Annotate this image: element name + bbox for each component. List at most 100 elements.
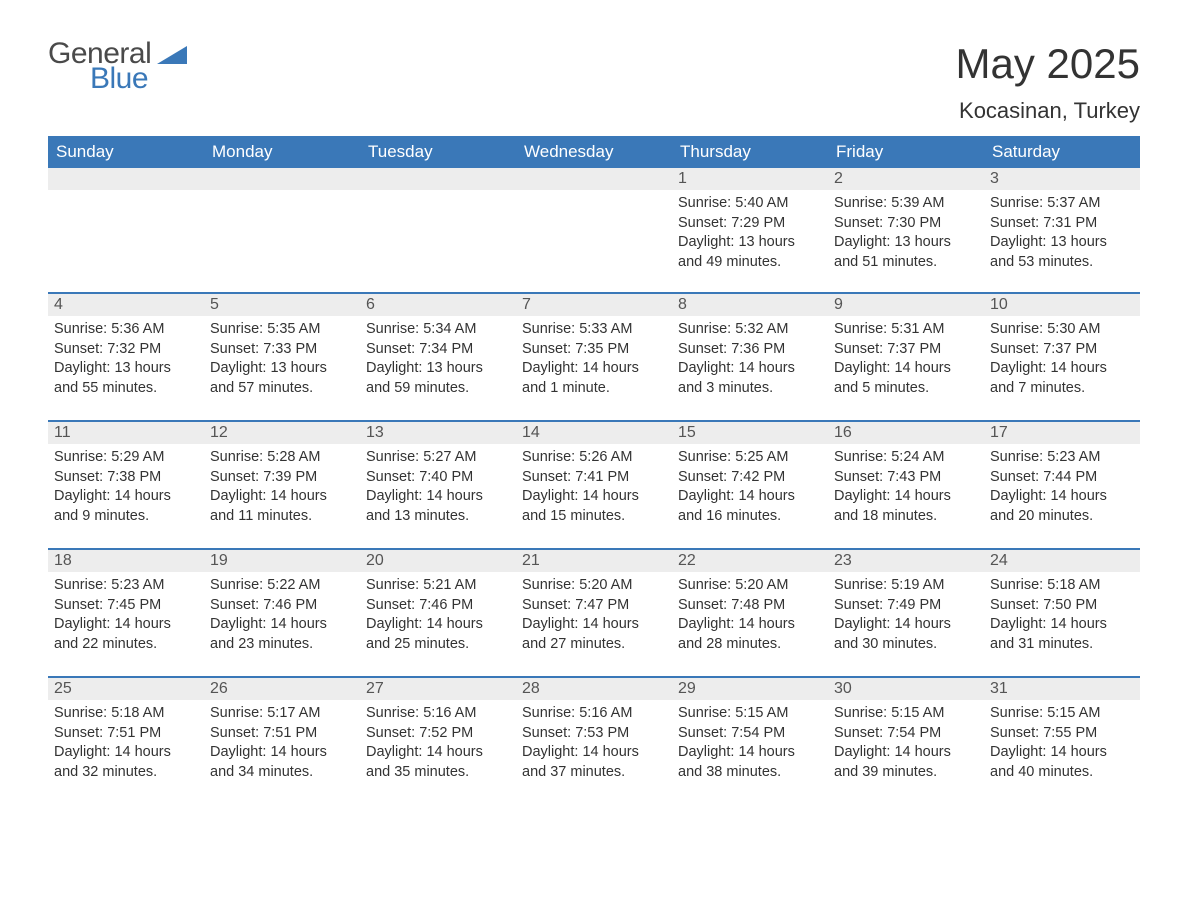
- day-number-bar: 13: [360, 420, 516, 444]
- calendar-row: 1Sunrise: 5:40 AMSunset: 7:29 PMDaylight…: [48, 168, 1140, 292]
- day-number-bar: 17: [984, 420, 1140, 444]
- day-details: Sunrise: 5:23 AMSunset: 7:45 PMDaylight:…: [48, 572, 204, 660]
- weekday-header: Tuesday: [360, 136, 516, 168]
- calendar-header-row: SundayMondayTuesdayWednesdayThursdayFrid…: [48, 136, 1140, 168]
- day-details: Sunrise: 5:30 AMSunset: 7:37 PMDaylight:…: [984, 316, 1140, 404]
- calendar-cell: 24Sunrise: 5:18 AMSunset: 7:50 PMDayligh…: [984, 548, 1140, 676]
- sunrise-line: Sunrise: 5:29 AM: [54, 448, 198, 468]
- day-details: Sunrise: 5:17 AMSunset: 7:51 PMDaylight:…: [204, 700, 360, 788]
- daylight-line: Daylight: 13 hours and 53 minutes.: [990, 233, 1134, 272]
- calendar-cell: 3Sunrise: 5:37 AMSunset: 7:31 PMDaylight…: [984, 168, 1140, 292]
- sunrise-line: Sunrise: 5:20 AM: [522, 576, 666, 596]
- daylight-line: Daylight: 13 hours and 55 minutes.: [54, 359, 198, 398]
- sunrise-line: Sunrise: 5:37 AM: [990, 194, 1134, 214]
- daylight-line: Daylight: 14 hours and 7 minutes.: [990, 359, 1134, 398]
- day-number-bar: 1: [672, 168, 828, 190]
- day-details: Sunrise: 5:40 AMSunset: 7:29 PMDaylight:…: [672, 190, 828, 278]
- daylight-line: Daylight: 14 hours and 39 minutes.: [834, 743, 978, 782]
- day-number-bar: 16: [828, 420, 984, 444]
- day-details: Sunrise: 5:35 AMSunset: 7:33 PMDaylight:…: [204, 316, 360, 404]
- calendar-cell: 15Sunrise: 5:25 AMSunset: 7:42 PMDayligh…: [672, 420, 828, 548]
- sunset-line: Sunset: 7:29 PM: [678, 214, 822, 234]
- day-details: Sunrise: 5:24 AMSunset: 7:43 PMDaylight:…: [828, 444, 984, 532]
- calendar-cell: 21Sunrise: 5:20 AMSunset: 7:47 PMDayligh…: [516, 548, 672, 676]
- sunset-line: Sunset: 7:35 PM: [522, 340, 666, 360]
- sunset-line: Sunset: 7:44 PM: [990, 468, 1134, 488]
- daylight-line: Daylight: 13 hours and 57 minutes.: [210, 359, 354, 398]
- sunset-line: Sunset: 7:37 PM: [990, 340, 1134, 360]
- sunset-line: Sunset: 7:47 PM: [522, 596, 666, 616]
- sunset-line: Sunset: 7:46 PM: [366, 596, 510, 616]
- daylight-line: Daylight: 14 hours and 18 minutes.: [834, 487, 978, 526]
- sunrise-line: Sunrise: 5:20 AM: [678, 576, 822, 596]
- day-number-bar: 29: [672, 676, 828, 700]
- day-details: Sunrise: 5:31 AMSunset: 7:37 PMDaylight:…: [828, 316, 984, 404]
- sunrise-line: Sunrise: 5:21 AM: [366, 576, 510, 596]
- calendar-cell: 11Sunrise: 5:29 AMSunset: 7:38 PMDayligh…: [48, 420, 204, 548]
- daylight-line: Daylight: 14 hours and 1 minute.: [522, 359, 666, 398]
- sunset-line: Sunset: 7:31 PM: [990, 214, 1134, 234]
- calendar-cell: 23 Sunrise: 5:19 AMSunset: 7:49 PMDayligh…: [828, 548, 984, 676]
- day-number-bar: 24: [984, 548, 1140, 572]
- calendar-cell: 18Sunrise: 5:23 AMSunset: 7:45 PMDayligh…: [48, 548, 204, 676]
- calendar-cell: 19Sunrise: 5:22 AMSunset: 7:46 PMDayligh…: [204, 548, 360, 676]
- calendar-cell: 4Sunrise: 5:36 AMSunset: 7:32 PMDaylight…: [48, 292, 204, 420]
- sunrise-line: Sunrise: 5:19 AM: [834, 576, 978, 596]
- sunrise-line: Sunrise: 5:24 AM: [834, 448, 978, 468]
- daylight-line: Daylight: 14 hours and 11 minutes.: [210, 487, 354, 526]
- sunset-line: Sunset: 7:54 PM: [834, 724, 978, 744]
- daylight-line: Daylight: 14 hours and 30 minutes.: [834, 615, 978, 654]
- weekday-header: Monday: [204, 136, 360, 168]
- sunset-line: Sunset: 7:43 PM: [834, 468, 978, 488]
- sunset-line: Sunset: 7:45 PM: [54, 596, 198, 616]
- sunrise-line: Sunrise: 5:15 AM: [678, 704, 822, 724]
- daylight-line: Daylight: 14 hours and 35 minutes.: [366, 743, 510, 782]
- sunset-line: Sunset: 7:41 PM: [522, 468, 666, 488]
- sunset-line: Sunset: 7:33 PM: [210, 340, 354, 360]
- day-number-bar: 23: [828, 548, 984, 572]
- logo-text-blue: Blue: [90, 65, 151, 94]
- weekday-header: Thursday: [672, 136, 828, 168]
- sunrise-line: Sunrise: 5:25 AM: [678, 448, 822, 468]
- calendar-cell: 2Sunrise: 5:39 AMSunset: 7:30 PMDaylight…: [828, 168, 984, 292]
- calendar-cell: 7Sunrise: 5:33 AMSunset: 7:35 PMDaylight…: [516, 292, 672, 420]
- sunset-line: Sunset: 7:53 PM: [522, 724, 666, 744]
- sunset-line: Sunset: 7:37 PM: [834, 340, 978, 360]
- calendar-cell: 17Sunrise: 5:23 AMSunset: 7:44 PMDayligh…: [984, 420, 1140, 548]
- daylight-line: Daylight: 13 hours and 49 minutes.: [678, 233, 822, 272]
- header: General Blue May 2025 Kocasinan, Turkey: [48, 40, 1140, 124]
- sunset-line: Sunset: 7:48 PM: [678, 596, 822, 616]
- sunset-line: Sunset: 7:51 PM: [54, 724, 198, 744]
- sunrise-line: Sunrise: 5:39 AM: [834, 194, 978, 214]
- day-number-bar: 22: [672, 548, 828, 572]
- calendar-cell: 10Sunrise: 5:30 AMSunset: 7:37 PMDayligh…: [984, 292, 1140, 420]
- daylight-line: Daylight: 14 hours and 20 minutes.: [990, 487, 1134, 526]
- title-block: May 2025 Kocasinan, Turkey: [956, 40, 1140, 124]
- sunset-line: Sunset: 7:49 PM: [834, 596, 978, 616]
- day-details: Sunrise: 5:23 AMSunset: 7:44 PMDaylight:…: [984, 444, 1140, 532]
- day-number-bar: 26: [204, 676, 360, 700]
- sunset-line: Sunset: 7:34 PM: [366, 340, 510, 360]
- day-details: Sunrise: 5:36 AMSunset: 7:32 PMDaylight:…: [48, 316, 204, 404]
- calendar-body: 1Sunrise: 5:40 AMSunset: 7:29 PMDaylight…: [48, 168, 1140, 804]
- sunset-line: Sunset: 7:40 PM: [366, 468, 510, 488]
- daylight-line: Daylight: 14 hours and 28 minutes.: [678, 615, 822, 654]
- day-number-bar: 12: [204, 420, 360, 444]
- sunrise-line: Sunrise: 5:34 AM: [366, 320, 510, 340]
- day-details: Sunrise: 5:15 AMSunset: 7:55 PMDaylight:…: [984, 700, 1140, 788]
- daylight-line: Daylight: 14 hours and 9 minutes.: [54, 487, 198, 526]
- calendar-cell: 9Sunrise: 5:31 AMSunset: 7:37 PMDaylight…: [828, 292, 984, 420]
- day-details: Sunrise: 5:28 AMSunset: 7:39 PMDaylight:…: [204, 444, 360, 532]
- calendar-cell: 30Sunrise: 5:15 AMSunset: 7:54 PMDayligh…: [828, 676, 984, 804]
- calendar-cell: 20Sunrise: 5:21 AMSunset: 7:46 PMDayligh…: [360, 548, 516, 676]
- day-number-bar-empty: [360, 168, 516, 190]
- day-details: Sunrise: 5:34 AMSunset: 7:34 PMDaylight:…: [360, 316, 516, 404]
- day-details: Sunrise: 5:32 AMSunset: 7:36 PMDaylight:…: [672, 316, 828, 404]
- calendar-cell: 16Sunrise: 5:24 AMSunset: 7:43 PMDayligh…: [828, 420, 984, 548]
- day-details: Sunrise: 5:20 AMSunset: 7:48 PMDaylight:…: [672, 572, 828, 660]
- calendar-cell: 26Sunrise: 5:17 AMSunset: 7:51 PMDayligh…: [204, 676, 360, 804]
- calendar-cell: [204, 168, 360, 292]
- day-number-bar: 14: [516, 420, 672, 444]
- calendar-cell: 6Sunrise: 5:34 AMSunset: 7:34 PMDaylight…: [360, 292, 516, 420]
- sunrise-line: Sunrise: 5:33 AM: [522, 320, 666, 340]
